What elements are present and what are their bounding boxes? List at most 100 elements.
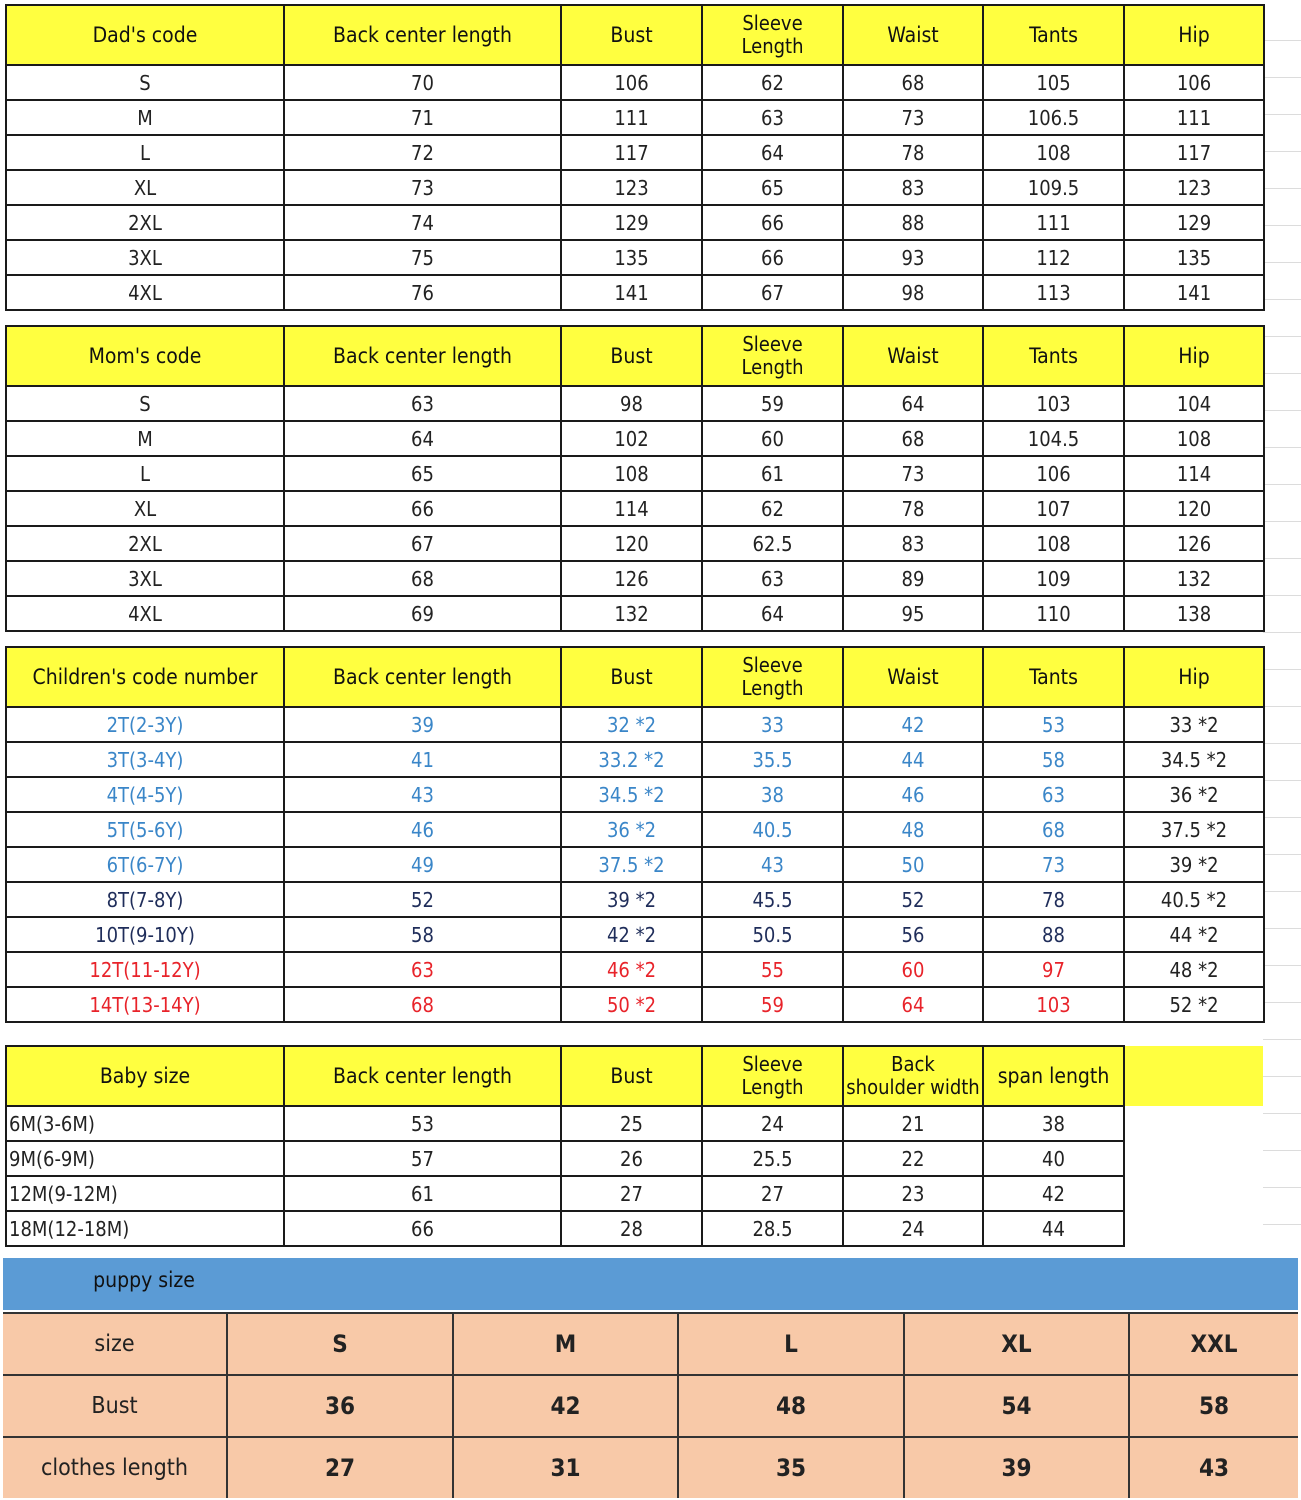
measurement-cell: 138 [1123,595,1265,632]
table-row: XL 73 123 65 83 109.5 123 [5,169,1265,206]
measurement-cell: 43 [701,846,844,883]
dad-size-table: Dad's code Back center length Bust Sleeve L… [5,4,1265,311]
puppy-value-cell: 36 [226,1374,453,1438]
column-header: Back center length [283,646,562,708]
size-label: 3XL [5,560,285,597]
measurement-cell: 56 [842,916,984,953]
size-label: 12M(9-12M) [5,1175,285,1212]
table-row: 6M(3-6M) 53 25 24 21 38 [5,1105,1264,1142]
column-header: Back shoulder width [842,1045,984,1107]
size-label: 2XL [5,525,285,562]
measurement-cell: 27 [701,1175,844,1212]
table-row: 3T(3-4Y) 41 33.2 *2 35.5 44 58 34.5 *2 [5,741,1265,778]
baby-size-table: Baby size Back center length Bust Sleeve Le… [5,1045,1265,1247]
measurement-cell: 78 [982,881,1125,918]
size-label: 3T(3-4Y) [5,741,285,778]
size-label: 18M(12-18M) [5,1210,285,1247]
size-label: 8T(7-8Y) [5,881,285,918]
measurement-cell: 36 *2 [560,811,703,848]
measurement-cell: 62 [701,490,844,527]
column-header: Bust [560,1045,703,1107]
measurement-cell: 45.5 [701,881,844,918]
puppy-row-label: Bust [3,1374,227,1438]
measurement-cell: 34.5 *2 [1123,741,1265,778]
measurement-cell: 39 *2 [1123,846,1265,883]
size-label: 14T(13-14Y) [5,986,285,1023]
measurement-cell: 68 [842,420,984,457]
measurement-cell: 65 [283,455,562,492]
column-header: Bust [560,325,703,387]
measurement-cell: 129 [560,204,703,241]
size-label: 5T(5-6Y) [5,811,285,848]
measurement-cell: 25.5 [701,1140,844,1177]
table-row: L 72 117 64 78 108 117 [5,134,1265,171]
measurement-cell: 123 [1123,169,1265,206]
measurement-cell: 106 [560,64,703,101]
puppy-value-cell: M [452,1312,678,1376]
table-row: 8T(7-8Y) 52 39 *2 45.5 52 78 40.5 *2 [5,881,1265,918]
measurement-cell: 64 [842,986,984,1023]
column-header: Baby size [5,1045,285,1107]
table-row: 12M(9-12M) 61 27 27 23 42 [5,1175,1264,1212]
header-row: Mom's code Back center length Bust Sleeve L… [5,325,1265,387]
measurement-cell: 52 [842,881,984,918]
measurement-cell: 63 [283,385,562,422]
measurement-cell: 40 [982,1140,1125,1177]
measurement-cell: 108 [560,455,703,492]
measurement-cell: 60 [701,420,844,457]
measurement-cell: 111 [560,99,703,136]
column-header: Bust [560,646,703,708]
measurement-cell: 73 [982,846,1125,883]
measurement-cell: 126 [560,560,703,597]
measurement-cell: 104 [1123,385,1265,422]
measurement-cell: 95 [842,595,984,632]
table-row: 3XL 75 135 66 93 112 135 [5,239,1265,276]
size-label: M [5,99,285,136]
puppy-value-cell: 43 [1128,1436,1298,1498]
measurement-cell: 41 [283,741,562,778]
measurement-cell: 63 [701,99,844,136]
measurement-cell: 46 *2 [560,951,703,988]
measurement-cell: 64 [701,595,844,632]
measurement-cell: 38 [982,1105,1125,1142]
measurement-cell: 73 [842,99,984,136]
empty-cell [1124,1176,1264,1211]
puppy-value-cell: 31 [452,1436,678,1498]
measurement-cell: 66 [283,490,562,527]
puppy-row-label: size [3,1312,227,1376]
measurement-cell: 135 [1123,239,1265,276]
measurement-cell: 52 [283,881,562,918]
measurement-cell: 32 *2 [560,706,703,743]
table-row: 14T(13-14Y) 68 50 *2 59 64 103 52 *2 [5,986,1265,1023]
puppy-value-cell: 39 [903,1436,1129,1498]
measurement-cell: 38 [701,776,844,813]
column-header: Bust [560,4,703,66]
measurement-cell: 35.5 [701,741,844,778]
measurement-cell: 34.5 *2 [560,776,703,813]
measurement-cell: 83 [842,525,984,562]
column-header: Children's code number [5,646,285,708]
column-header: span length [982,1045,1125,1107]
measurement-cell: 107 [982,490,1125,527]
measurement-cell: 109 [982,560,1125,597]
measurement-cell: 120 [1123,490,1265,527]
measurement-cell: 69 [283,595,562,632]
puppy-value-cell: 58 [1128,1374,1298,1438]
size-label: 2XL [5,204,285,241]
measurement-cell: 78 [842,490,984,527]
column-header: Waist [842,4,984,66]
puppy-row: Bust 36 42 48 54 58 [3,1374,1298,1438]
measurement-cell: 117 [1123,134,1265,171]
measurement-cell: 141 [1123,274,1265,311]
spreadsheet-gridlines [1263,4,1301,1256]
puppy-value-cell: 48 [677,1374,904,1438]
measurement-cell: 64 [701,134,844,171]
measurement-cell: 60 [842,951,984,988]
measurement-cell: 98 [560,385,703,422]
measurement-cell: 55 [701,951,844,988]
column-header: Mom's code [5,325,285,387]
measurement-cell: 57 [283,1140,562,1177]
measurement-cell: 108 [1123,420,1265,457]
puppy-value-cell: XXL [1128,1312,1298,1376]
measurement-cell: 61 [283,1175,562,1212]
